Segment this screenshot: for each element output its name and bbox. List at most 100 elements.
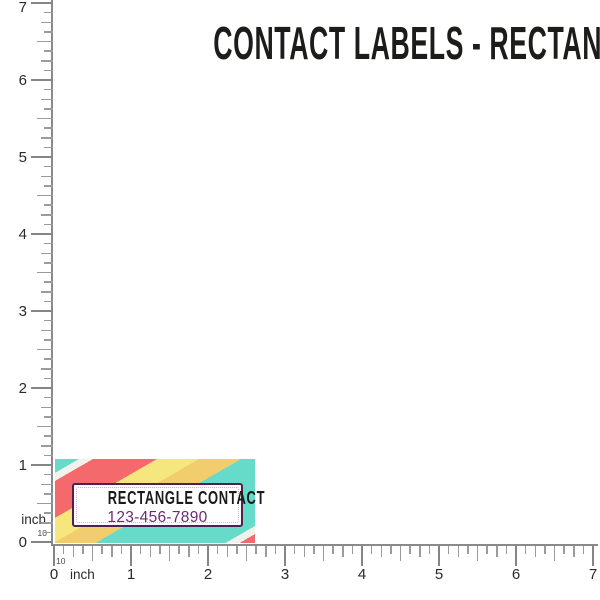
vertical-ruler-number: 6 (18, 72, 27, 89)
ruler-tick (41, 175, 53, 177)
ruler-tick (37, 40, 53, 43)
vertical-ruler-number: 1 (18, 457, 27, 474)
horizontal-ruler-number: 2 (203, 566, 213, 583)
ruler-tick (524, 546, 527, 554)
horizontal-ruler-number: 1 (126, 566, 136, 583)
ruler-tick (44, 300, 53, 303)
vertical-ruler-subscale-label: 10 (37, 528, 47, 538)
ruler-tick (37, 502, 53, 505)
ruler-tick (41, 252, 53, 254)
ruler-tick (31, 464, 53, 466)
ruler-tick (563, 546, 565, 554)
ruler-tick (496, 546, 498, 557)
ruler-tick (139, 546, 142, 554)
ruler-tick (41, 21, 53, 23)
ruler-tick (342, 546, 344, 557)
ruler-tick (399, 546, 402, 561)
ruler-tick (178, 546, 180, 554)
horizontal-ruler-number: 5 (434, 566, 444, 583)
ruler-tick (62, 546, 65, 554)
ruler-tick (44, 204, 53, 206)
vertical-ruler-number: 4 (18, 226, 27, 243)
ruler-tick (41, 406, 53, 408)
ruler-tick (390, 546, 392, 554)
ruler-tick (409, 546, 411, 554)
ruler-tick (120, 546, 123, 554)
ruler-tick (82, 546, 84, 554)
horizontal-ruler-number: 6 (511, 566, 521, 583)
ruler-tick (91, 546, 94, 561)
ruler-tick (255, 546, 257, 554)
ruler-tick (370, 546, 373, 554)
ruler-tick (197, 546, 200, 554)
ruler-tick (44, 493, 53, 495)
ruler-tick (53, 546, 55, 566)
ruler-tick (44, 531, 53, 534)
ruler-tick (31, 2, 53, 4)
ruler-tick (44, 358, 53, 360)
ruler-tick (553, 546, 556, 561)
ruler-tick (44, 435, 53, 437)
ruler-tick (486, 546, 488, 554)
ruler-tick (41, 329, 53, 331)
label-inner-box: RECTANGLE CONTACT 123-456-7890 (72, 483, 264, 527)
vertical-ruler-number: 2 (18, 380, 27, 397)
horizontal-ruler-line (52, 544, 598, 546)
ruler-tick (44, 69, 53, 72)
ruler-tick (44, 88, 53, 91)
ruler-tick (303, 546, 305, 557)
ruler-tick (245, 546, 248, 561)
ruler-tick (31, 156, 53, 158)
ruler-tick (226, 546, 228, 557)
ruler-tick (351, 546, 354, 554)
ruler-tick (41, 522, 53, 524)
ruler-tick (41, 445, 53, 447)
horizontal-ruler-subscale-label: 10 (56, 556, 66, 566)
ruler-tick (332, 546, 334, 554)
ruler-tick (467, 546, 469, 554)
ruler-tick (168, 546, 171, 561)
horizontal-ruler-unit-label: inch (70, 567, 95, 582)
ruler-tick (44, 396, 53, 399)
ruler-tick (111, 546, 113, 557)
ruler-tick (284, 546, 286, 566)
ruler-tick (101, 546, 103, 554)
ruler-tick (31, 233, 53, 235)
ruler-tick (361, 546, 363, 566)
ruler-tick (37, 194, 53, 197)
ruler-tick (44, 319, 53, 322)
ruler-tick (44, 416, 53, 418)
ruler-tick (44, 454, 53, 457)
ruler-tick (44, 339, 53, 341)
ruler-tick (44, 223, 53, 226)
ruler-tick (37, 271, 53, 274)
ruler-tick (274, 546, 277, 554)
ruler-tick (216, 546, 219, 554)
ruler-tick (31, 541, 53, 543)
ruler-tick (159, 546, 161, 554)
ruler-tick (41, 214, 53, 216)
ruler-tick (476, 546, 479, 561)
ruler-tick (44, 127, 53, 129)
ruler-tick (31, 310, 53, 312)
horizontal-ruler-number: 4 (357, 566, 367, 583)
ruler-tick (544, 546, 546, 554)
vertical-ruler-number: 0 (18, 534, 27, 551)
ruler-tick (188, 546, 190, 557)
horizontal-ruler-number: 3 (280, 566, 290, 583)
ruler-tick (582, 546, 585, 554)
vertical-ruler-unit-label: inch (21, 512, 46, 527)
vertical-ruler-number: 5 (18, 149, 27, 166)
ruler-tick (37, 425, 53, 428)
ruler-tick (72, 546, 74, 557)
ruler-tick (419, 546, 421, 557)
vertical-ruler-number: 3 (18, 303, 27, 320)
ruler-tick (31, 387, 53, 389)
ruler-tick (41, 483, 53, 485)
ruler-tick (380, 546, 382, 557)
ruler-tick (44, 185, 53, 187)
ruler-tick (44, 146, 53, 149)
vertical-ruler-number: 7 (18, 0, 27, 16)
ruler-tick (534, 546, 536, 557)
